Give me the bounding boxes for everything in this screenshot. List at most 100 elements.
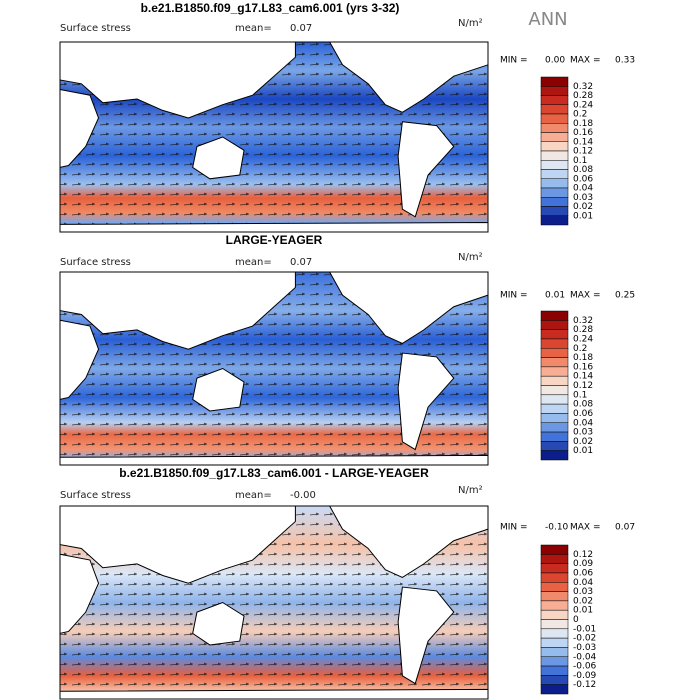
colorbar-label: 0.12 — [573, 550, 593, 560]
colorbar-label: 0.06 — [573, 568, 593, 578]
colorbar-box — [540, 357, 569, 368]
field-label: Surface stress — [60, 23, 131, 34]
colorbar-box — [540, 431, 569, 442]
colorbar-label: 0.1 — [573, 390, 587, 400]
min-value: -0.10 — [545, 523, 569, 533]
min-label: MIN = — [500, 56, 528, 66]
land — [59, 271, 296, 350]
colorbar-label: 0.2 — [573, 344, 587, 354]
colorbar-label: 0.24 — [573, 100, 593, 110]
map-frame — [59, 41, 489, 233]
colorbar-box — [540, 554, 569, 564]
land — [192, 601, 245, 646]
colorbar-label: 0.03 — [573, 428, 593, 438]
min-label: MIN = — [500, 291, 528, 301]
colorbar-box — [540, 132, 569, 142]
colorbar-label: -0.12 — [573, 680, 596, 690]
colorbar-box — [540, 187, 569, 198]
panel-title: b.e21.B1850.f09_g17.L83_cam6.001 - LARGE… — [119, 466, 429, 480]
colorbar-box — [540, 160, 569, 170]
figure-title: b.e21.B1850.f09_g17.L83_cam6.001 (yrs 3-… — [141, 1, 400, 15]
colorbar-label: 0.18 — [573, 119, 593, 129]
colorbar-box — [540, 394, 569, 405]
colorbar-label: -0.03 — [573, 643, 596, 653]
colorbar-box — [540, 422, 569, 433]
colorbar-box — [540, 403, 569, 414]
colorbar-label: 0.32 — [573, 82, 593, 92]
colorbar-box — [540, 95, 569, 105]
colorbar-label: 0.08 — [573, 165, 593, 175]
min-value: 0.01 — [545, 291, 565, 301]
colorbar-label: 0.12 — [573, 147, 593, 157]
colorbar-box — [540, 215, 569, 226]
colorbar-label: 0.04 — [573, 418, 593, 428]
colorbar-box — [540, 572, 569, 583]
colorbar-box — [540, 348, 569, 358]
colorbar-box — [540, 628, 569, 639]
colorbar-label: 0.02 — [573, 437, 593, 447]
colorbar-box — [540, 178, 569, 189]
colorbar-box — [540, 450, 569, 461]
map-frame — [59, 271, 489, 466]
colorbar-label: 0.04 — [573, 184, 593, 194]
colorbar-label: 0.14 — [573, 137, 593, 147]
colorbar-box — [540, 441, 569, 451]
colorbar-label: 0.16 — [573, 362, 593, 372]
min-value: 0.00 — [545, 56, 565, 66]
colorbar-label: -0.04 — [573, 652, 597, 662]
colorbar-box — [540, 675, 569, 685]
colorbar-label: 0.12 — [573, 381, 593, 391]
land — [397, 352, 455, 451]
land — [397, 586, 455, 685]
colorbar-label: 0.32 — [573, 316, 593, 326]
max-label: MAX = — [570, 56, 601, 66]
colorbar-box — [540, 329, 569, 340]
mean-label: mean= — [235, 23, 272, 34]
max-value: 0.07 — [615, 523, 635, 533]
colorbar-label: 0.01 — [573, 211, 593, 221]
colorbar-box — [540, 656, 569, 667]
colorbar-label: 0.14 — [573, 372, 593, 382]
colorbar-label: 0.04 — [573, 578, 593, 588]
land — [59, 41, 296, 119]
units-label: N/m² — [458, 252, 483, 263]
colorbar-box — [540, 366, 569, 377]
mean-value: 0.07 — [290, 23, 312, 34]
max-label: MAX = — [570, 291, 601, 301]
colorbar-label: 0.08 — [573, 400, 593, 410]
colorbar-label: -0.09 — [573, 671, 597, 681]
map-frame — [59, 505, 489, 700]
colorbar-box — [540, 86, 569, 96]
colorbar-box — [540, 563, 569, 574]
units-label: N/m² — [458, 18, 483, 29]
colorbar-box — [540, 320, 569, 330]
colorbar-box — [540, 76, 569, 87]
mean-label: mean= — [235, 257, 272, 268]
colorbar-box — [540, 375, 569, 386]
mean-label: mean= — [235, 490, 272, 501]
colorbar-box — [540, 684, 569, 695]
colorbar-label: 0.01 — [573, 446, 593, 456]
colorbar-label: 0.1 — [573, 156, 587, 166]
colorbar-label: 0.28 — [573, 91, 593, 101]
colorbar-box — [540, 665, 569, 676]
colorbar-box — [540, 385, 569, 396]
land — [397, 121, 455, 218]
min-label: MIN = — [500, 523, 528, 533]
colorbar-label: 0.02 — [573, 596, 593, 606]
mean-value: -0.00 — [290, 490, 316, 501]
mean-value: 0.07 — [290, 257, 312, 268]
colorbar-label: 0.28 — [573, 325, 593, 335]
colorbar-label: 0 — [573, 615, 579, 625]
max-value: 0.33 — [615, 56, 635, 66]
colorbar-label: 0.03 — [573, 587, 593, 597]
colorbar-label: 0.06 — [573, 409, 593, 419]
colorbar-label: 0.09 — [573, 559, 593, 569]
colorbar-box — [540, 338, 569, 349]
land — [59, 505, 296, 584]
field-label: Surface stress — [60, 257, 131, 268]
land — [59, 454, 489, 466]
colorbar-box — [540, 609, 569, 620]
colorbar-box — [540, 637, 569, 648]
colorbar-label: 0.06 — [573, 174, 593, 184]
